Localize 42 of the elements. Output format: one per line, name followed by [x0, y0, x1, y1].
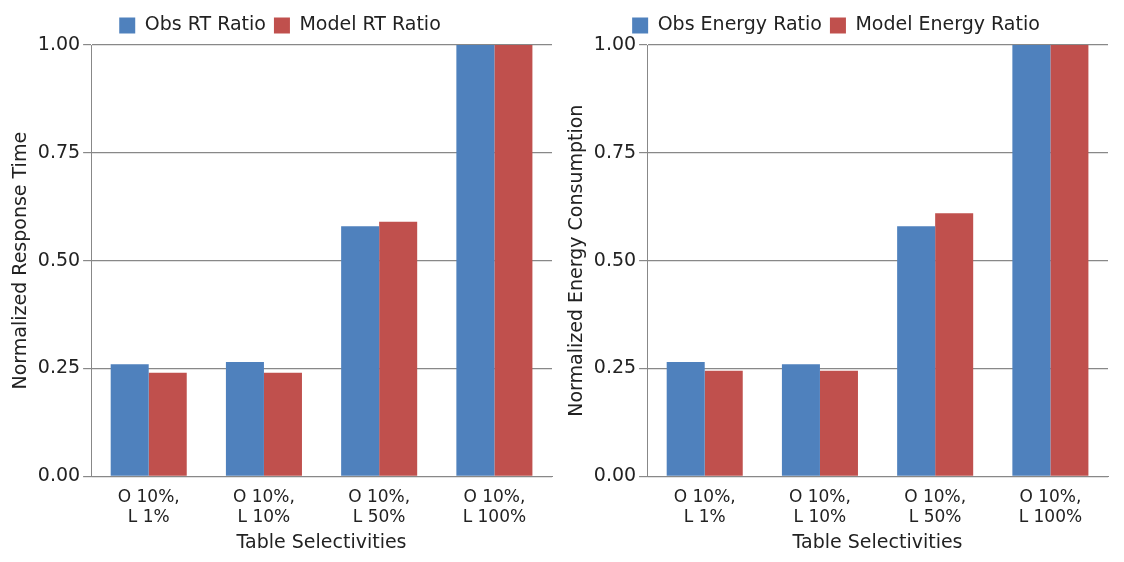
bar: [935, 213, 974, 476]
y-tick-label: 0.25: [37, 355, 81, 378]
bar: [263, 372, 302, 476]
x-tick-label: O 10%, L 100%: [1018, 486, 1083, 527]
bar: [704, 370, 743, 476]
x-tick-label: O 10%, L 10%: [232, 486, 295, 527]
y-tick-label: 0.00: [37, 463, 81, 486]
legend-label: Obs RT Ratio: [144, 12, 266, 35]
x-axis-title: Table Selectivities: [235, 529, 407, 552]
bar: [666, 362, 705, 476]
y-tick-label: 0.00: [593, 463, 637, 486]
y-axis-title: Normalized Energy Consumption: [564, 104, 587, 417]
y-axis-title: Normalized Response Time: [8, 131, 31, 390]
y-tick-label: 0.50: [593, 247, 637, 270]
y-tick-label: 1.00: [593, 31, 637, 54]
x-tick-label: O 10%, L 50%: [348, 486, 411, 527]
bar: [225, 362, 264, 476]
y-tick-label: 1.00: [37, 31, 81, 54]
y-tick-label: 0.25: [593, 355, 637, 378]
bar: [819, 370, 858, 476]
bar: [379, 221, 418, 476]
legend-label: Obs Energy Ratio: [657, 12, 822, 35]
bar: [1050, 45, 1089, 476]
legend-label: Model Energy Ratio: [855, 12, 1040, 35]
x-tick-label: O 10%, L 1%: [673, 486, 736, 527]
x-axis-title: Table Selectivities: [791, 529, 963, 552]
y-tick-label: 0.50: [37, 247, 81, 270]
y-tick-label: 0.75: [593, 139, 637, 162]
y-tick-label: 0.75: [37, 139, 81, 162]
bar: [1012, 45, 1051, 476]
bar: [148, 372, 187, 476]
x-tick-label: O 10%, L 10%: [788, 486, 851, 527]
bar: [456, 45, 495, 476]
legend-label: Model RT Ratio: [299, 12, 441, 35]
x-tick-label: O 10%, L 1%: [117, 486, 180, 527]
x-tick-label: O 10%, L 50%: [904, 486, 967, 527]
x-tick-label: O 10%, L 100%: [462, 486, 527, 527]
bar: [110, 364, 149, 476]
bar: [781, 364, 820, 476]
bar: [897, 226, 936, 476]
bar: [341, 226, 380, 476]
bar: [494, 45, 533, 476]
